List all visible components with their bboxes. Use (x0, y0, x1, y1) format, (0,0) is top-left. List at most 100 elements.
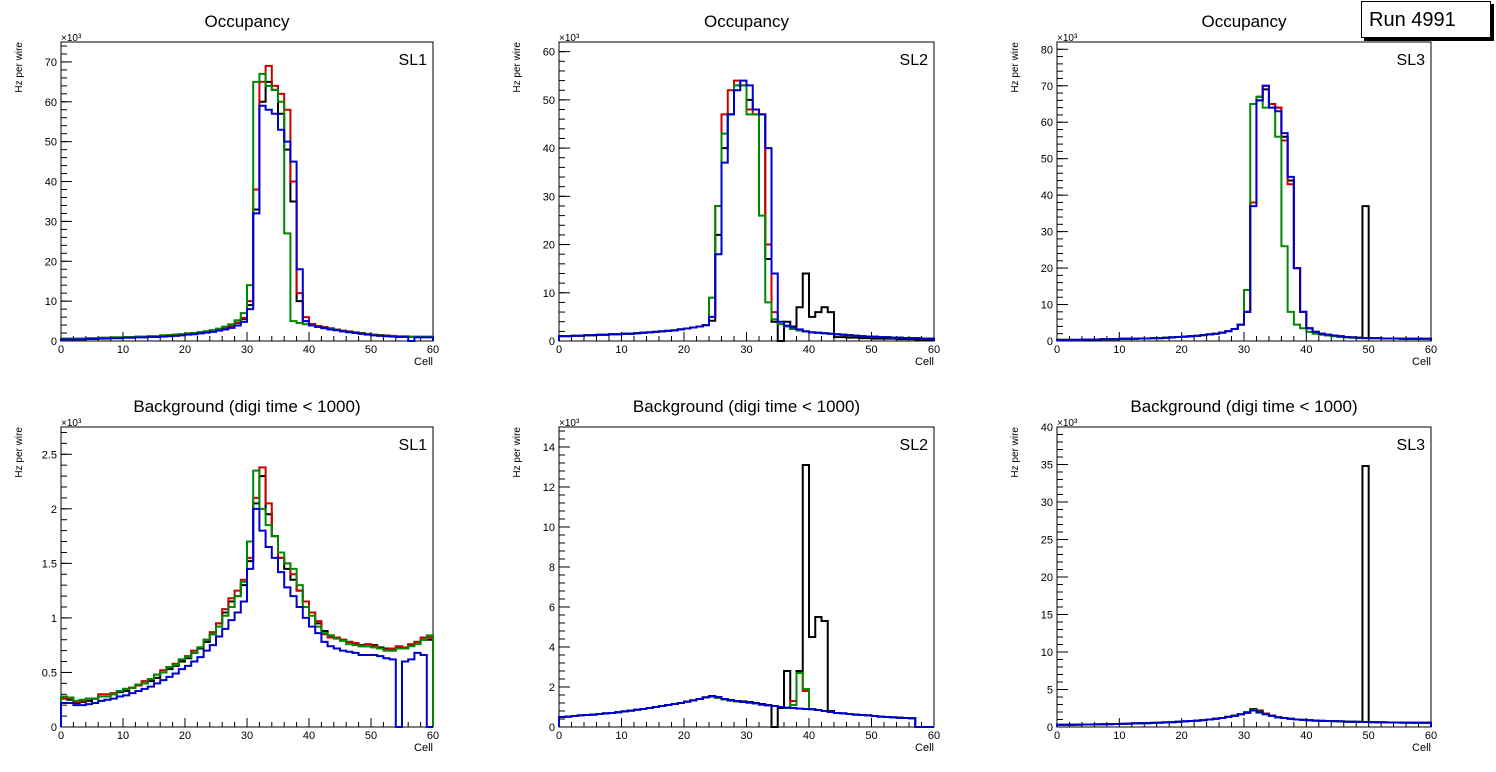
x-tick-label: 40 (803, 344, 815, 356)
y-tick-label: 0 (51, 722, 57, 734)
y-tick-label: 6 (549, 602, 555, 614)
plot-title: Background (digi time < 1000) (633, 397, 860, 416)
y-axis-label: Hz per wire (1010, 42, 1021, 93)
y-tick-label: 20 (1041, 263, 1053, 275)
y-tick-label: 60 (543, 47, 555, 59)
plot-label: SL2 (900, 437, 929, 454)
y-tick-label: 50 (1041, 154, 1053, 166)
plot-panel-4: Background (digi time < 1000) SL1 ×10³ Hz p… (14, 397, 439, 754)
y-tick-label: 10 (45, 296, 57, 308)
x-tick-label: 40 (803, 730, 815, 742)
x-axis-label: Cell (915, 742, 934, 754)
series-blue (1056, 709, 1432, 727)
plot-label: SL3 (1397, 437, 1426, 454)
x-tick-label: 20 (678, 730, 690, 742)
plot-title: Background (digi time < 1000) (133, 397, 360, 416)
x-tick-label: 40 (303, 344, 315, 356)
x-tick-label: 40 (1300, 344, 1312, 356)
scale-factor: ×10³ (1057, 418, 1078, 429)
y-tick-label: 35 (1041, 460, 1053, 472)
x-tick-label: 30 (740, 344, 752, 356)
y-tick-label: 40 (543, 143, 555, 155)
x-tick-label: 10 (1113, 730, 1125, 742)
x-tick-label: 50 (365, 730, 377, 742)
series-blue (558, 79, 935, 341)
x-tick-label: 50 (365, 344, 377, 356)
y-tick-label: 80 (1041, 44, 1053, 56)
plot-title: Occupancy (1201, 12, 1287, 31)
y-tick-label: 40 (1041, 422, 1053, 434)
x-tick-label: 20 (678, 344, 690, 356)
y-tick-label: 0 (1047, 722, 1053, 734)
y-tick-label: 70 (45, 57, 57, 69)
y-tick-label: 50 (543, 95, 555, 107)
x-tick-label: 50 (865, 344, 877, 356)
plot-panel-5: Background (digi time < 1000) SL2 ×10³ Hz p… (512, 397, 940, 754)
x-tick-label: 30 (1238, 730, 1250, 742)
y-tick-label: 5 (1047, 685, 1053, 697)
x-tick-label: 0 (1054, 730, 1060, 742)
x-tick-label: 60 (427, 344, 439, 356)
x-tick-label: 40 (303, 730, 315, 742)
x-axis-label: Cell (1412, 356, 1431, 368)
y-axis-label: Hz per wire (512, 427, 523, 478)
x-tick-label: 30 (241, 730, 253, 742)
x-tick-label: 20 (1176, 344, 1188, 356)
y-tick-label: 10 (543, 288, 555, 300)
y-tick-label: 2 (549, 682, 555, 694)
y-tick-label: 1 (51, 613, 57, 625)
series-red (558, 79, 935, 341)
x-tick-label: 20 (179, 344, 191, 356)
plot-panel-2: Occupancy SL2 ×10³ Hz per wire Cell 0 10 20 30 40… (512, 12, 940, 368)
plot-title: Occupancy (204, 12, 290, 31)
x-tick-label: 0 (58, 344, 64, 356)
x-tick-label: 10 (117, 344, 129, 356)
y-tick-label: 30 (45, 216, 57, 228)
y-tick-label: 40 (45, 177, 57, 189)
y-tick-label: 20 (45, 256, 57, 268)
x-tick-label: 50 (1363, 730, 1375, 742)
plot-panel-1: Occupancy SL1 ×10³ Hz per wire Cell 0 10 20 30 40… (14, 12, 439, 368)
x-tick-label: 60 (427, 730, 439, 742)
y-tick-label: 14 (543, 442, 555, 454)
y-axis-label: Hz per wire (14, 42, 25, 93)
y-tick-label: 25 (1041, 535, 1053, 547)
series-green (1056, 95, 1432, 341)
x-tick-label: 20 (179, 730, 191, 742)
series-black (558, 84, 935, 342)
x-tick-label: 0 (1054, 344, 1060, 356)
x-tick-label: 0 (556, 730, 562, 742)
plot-frame (558, 426, 935, 728)
plot-label: SL3 (1397, 52, 1426, 69)
x-tick-label: 10 (615, 730, 627, 742)
x-axis-label: Cell (1412, 742, 1431, 754)
x-tick-label: 60 (928, 344, 940, 356)
x-tick-label: 40 (1300, 730, 1312, 742)
x-tick-label: 10 (615, 344, 627, 356)
scale-factor: ×10³ (61, 33, 82, 44)
series-green (60, 72, 434, 341)
series-blue (60, 104, 434, 342)
scale-factor: ×10³ (559, 418, 580, 429)
y-tick-label: 8 (549, 562, 555, 574)
x-tick-label: 20 (1176, 730, 1188, 742)
plot-title: Occupancy (704, 12, 790, 31)
y-tick-label: 0 (1047, 336, 1053, 348)
y-axis-label: Hz per wire (512, 42, 523, 93)
x-tick-label: 10 (117, 730, 129, 742)
x-tick-label: 60 (928, 730, 940, 742)
plot-title: Background (digi time < 1000) (1130, 397, 1357, 416)
run-label-box: Run 4991 (1361, 1, 1491, 38)
y-tick-label: 0 (549, 722, 555, 734)
plot-label: SL2 (900, 52, 929, 69)
y-tick-label: 4 (549, 642, 555, 654)
plot-frame (1056, 426, 1432, 728)
scale-factor: ×10³ (61, 418, 82, 429)
series-blue (558, 695, 934, 728)
series-blue (60, 507, 433, 728)
y-tick-label: 0 (51, 336, 57, 348)
x-tick-label: 0 (58, 730, 64, 742)
y-tick-label: 60 (45, 97, 57, 109)
x-tick-label: 0 (556, 344, 562, 356)
